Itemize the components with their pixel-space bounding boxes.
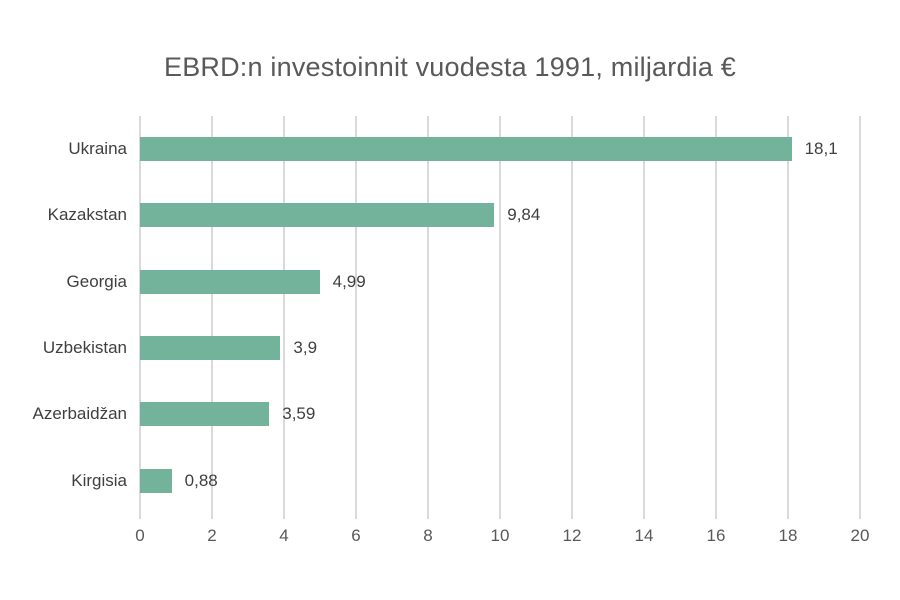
gridline bbox=[571, 116, 573, 519]
bar-row: Kirgisia 0,88 bbox=[71, 448, 860, 514]
bar bbox=[140, 336, 281, 361]
x-axis-tick-label: 12 bbox=[562, 526, 582, 545]
x-axis-tick-label: 20 bbox=[850, 526, 870, 545]
gridline bbox=[643, 116, 645, 519]
category-label: Azerbaidžan bbox=[32, 404, 127, 424]
x-axis-tick-label: 14 bbox=[634, 526, 654, 545]
bar-value-label: 3,9 bbox=[293, 338, 318, 358]
x-axis-tick-label: 4 bbox=[279, 526, 289, 545]
gridline bbox=[787, 116, 789, 519]
bar-value-label: 0,88 bbox=[184, 470, 218, 490]
gridline bbox=[715, 116, 717, 519]
gridline bbox=[859, 116, 861, 519]
bar bbox=[140, 402, 270, 427]
bar-value-label: 4,99 bbox=[332, 271, 366, 291]
bar-row: Kazakstan 9,84 bbox=[48, 182, 860, 248]
x-axis-tick-label: 8 bbox=[423, 526, 433, 545]
bar-row: Georgia 4,99 bbox=[67, 249, 860, 315]
category-label: Ukraina bbox=[68, 139, 127, 159]
bar-value-label: 9,84 bbox=[507, 205, 541, 225]
bar-row: Uzbekistan 3,9 bbox=[43, 315, 860, 381]
gridline bbox=[427, 116, 429, 519]
bar bbox=[140, 137, 792, 162]
x-axis-tick-label: 2 bbox=[207, 526, 217, 545]
plot-area: 0 2 4 6 8 10 12 14 16 18 20 Ukraina 18,1 Kazakstan 9,8… bbox=[32, 116, 869, 545]
gridline bbox=[139, 116, 141, 519]
x-axis-tick-label: 10 bbox=[490, 526, 510, 545]
x-axis-tick-label: 16 bbox=[706, 526, 726, 545]
bar-value-label: 18,1 bbox=[804, 139, 838, 159]
chart-title: EBRD:n investoinnit vuodesta 1991, milja… bbox=[163, 52, 736, 82]
bar bbox=[140, 203, 495, 228]
category-label: Georgia bbox=[66, 271, 127, 291]
x-axis-tick-label: 6 bbox=[351, 526, 361, 545]
category-label: Uzbekistan bbox=[42, 338, 127, 358]
bar-value-label: 3,59 bbox=[282, 404, 316, 424]
gridline bbox=[499, 116, 501, 519]
x-axis-tick-label: 0 bbox=[135, 526, 145, 545]
bar-row: Azerbaidžan 3,59 bbox=[32, 381, 860, 447]
gridline bbox=[283, 116, 285, 519]
bar-row: Ukraina 18,1 bbox=[68, 116, 860, 182]
category-label: Kazakstan bbox=[47, 205, 127, 225]
category-label: Kirgisia bbox=[71, 470, 127, 490]
bar bbox=[140, 468, 172, 493]
gridline bbox=[211, 116, 213, 519]
bar bbox=[140, 269, 320, 294]
gridline bbox=[355, 116, 357, 519]
x-axis-tick-label: 18 bbox=[778, 526, 798, 545]
